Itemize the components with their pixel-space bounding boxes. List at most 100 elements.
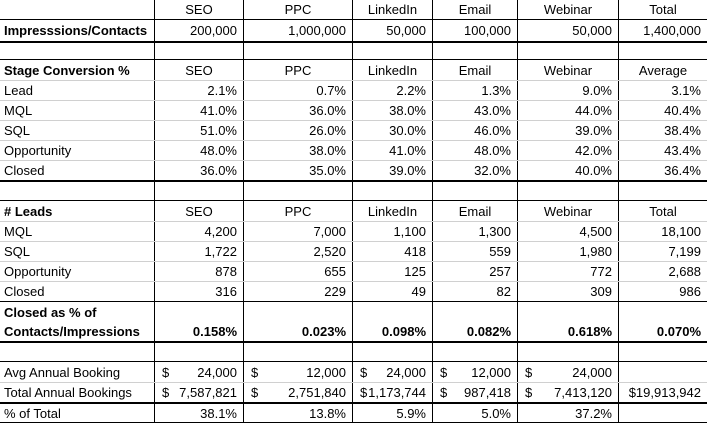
value-cell[interactable]: 48.0% [433, 141, 518, 160]
row-label[interactable]: SQL [0, 242, 155, 261]
corner-cell[interactable] [0, 0, 155, 19]
value-cell[interactable]: 46.0% [433, 121, 518, 140]
value-cell[interactable]: 38.1% [155, 404, 244, 422]
empty-cell[interactable] [433, 343, 518, 361]
col-header-webinar[interactable]: Webinar [518, 201, 619, 221]
col-header-linkedin[interactable]: LinkedIn [353, 0, 433, 19]
col-header-seo[interactable]: SEO [155, 201, 244, 221]
section-title[interactable]: Stage Conversion % [0, 60, 155, 80]
value-cell[interactable]: 41.0% [353, 141, 433, 160]
value-cell[interactable]: 200,000 [155, 20, 244, 41]
col-header-ppc[interactable]: PPC [244, 0, 353, 19]
value-cell[interactable]: $2,751,840 [244, 383, 353, 402]
empty-cell[interactable] [433, 182, 518, 200]
value-cell[interactable]: 309 [518, 282, 619, 301]
empty-cell[interactable] [518, 43, 619, 59]
value-cell[interactable]: 82 [433, 282, 518, 301]
empty-cell[interactable] [353, 343, 433, 361]
value-cell[interactable]: 229 [244, 282, 353, 301]
value-cell[interactable]: 43.0% [433, 101, 518, 120]
empty-cell[interactable] [244, 43, 353, 59]
empty-cell[interactable] [244, 182, 353, 200]
value-cell[interactable]: 36.0% [155, 161, 244, 180]
col-header-total[interactable]: Total [649, 2, 677, 17]
col-header-average[interactable]: Average [638, 62, 688, 78]
value-cell[interactable]: 0.023% [244, 302, 353, 341]
row-label[interactable]: Total Annual Bookings [0, 383, 155, 402]
section-title[interactable]: # Leads [0, 201, 155, 221]
empty-cell[interactable] [518, 182, 619, 200]
col-header-total[interactable]: Total [649, 203, 677, 219]
value-cell[interactable]: 0.070% [656, 324, 701, 339]
value-cell[interactable]: 125 [353, 262, 433, 281]
value-cell[interactable]: 655 [244, 262, 353, 281]
row-label[interactable]: % of Total [0, 404, 155, 422]
value-cell[interactable]: 1.3% [433, 81, 518, 100]
value-cell[interactable]: 257 [433, 262, 518, 281]
value-cell[interactable]: $1,173,744 [353, 383, 433, 402]
value-cell[interactable]: 13.8% [244, 404, 353, 422]
value-cell[interactable]: 18,100 [661, 224, 701, 239]
value-cell[interactable]: 1,000,000 [244, 20, 353, 41]
value-cell[interactable]: 7,199 [668, 244, 701, 259]
value-cell[interactable]: 40.0% [518, 161, 619, 180]
value-cell[interactable]: 9.0% [518, 81, 619, 100]
row-label[interactable]: MQL [0, 222, 155, 241]
col-header-linkedin[interactable]: LinkedIn [353, 201, 433, 221]
value-cell[interactable]: $7,587,821 [155, 383, 244, 402]
row-label[interactable]: Closed [0, 161, 155, 180]
value-cell[interactable]: 38.4% [664, 123, 701, 138]
value-cell[interactable]: 878 [155, 262, 244, 281]
value-cell[interactable]: 100,000 [433, 20, 518, 41]
value-cell[interactable]: $7,413,120 [518, 383, 619, 402]
col-header-email[interactable]: Email [433, 201, 518, 221]
value-cell[interactable]: 0.082% [433, 302, 518, 341]
value-cell[interactable]: $24,000 [353, 362, 433, 382]
row-label[interactable]: Avg Annual Booking [0, 362, 155, 382]
value-cell[interactable]: 559 [433, 242, 518, 261]
value-cell[interactable]: 36.0% [244, 101, 353, 120]
empty-cell[interactable] [0, 43, 155, 59]
value-cell[interactable]: 48.0% [155, 141, 244, 160]
value-cell[interactable]: 3.1% [671, 83, 701, 98]
value-cell[interactable]: 4,200 [155, 222, 244, 241]
col-header-webinar[interactable]: Webinar [518, 0, 619, 19]
empty-cell[interactable] [518, 343, 619, 361]
row-label[interactable]: MQL [0, 101, 155, 120]
col-header-ppc[interactable]: PPC [244, 201, 353, 221]
empty-cell[interactable] [619, 404, 707, 422]
col-header-linkedin[interactable]: LinkedIn [353, 60, 433, 80]
empty-cell[interactable] [155, 343, 244, 361]
value-cell[interactable]: 39.0% [518, 121, 619, 140]
row-label[interactable]: Impresssions/Contacts [0, 20, 155, 41]
empty-cell[interactable] [155, 43, 244, 59]
value-cell[interactable]: 986 [679, 284, 701, 299]
grand-total-cell[interactable]: $19,913,942 [628, 385, 701, 400]
value-cell[interactable]: $987,418 [433, 383, 518, 402]
empty-cell[interactable] [619, 343, 707, 361]
value-cell[interactable]: 44.0% [518, 101, 619, 120]
value-cell[interactable]: 1,100 [353, 222, 433, 241]
value-cell[interactable]: 2,688 [668, 264, 701, 279]
empty-cell[interactable] [433, 43, 518, 59]
value-cell[interactable]: 26.0% [244, 121, 353, 140]
value-cell[interactable]: 0.158% [155, 302, 244, 341]
value-cell[interactable]: 38.0% [244, 141, 353, 160]
empty-cell[interactable] [619, 362, 707, 382]
value-cell[interactable]: 316 [155, 282, 244, 301]
value-cell[interactable]: $24,000 [518, 362, 619, 382]
row-label[interactable]: Closed as % of Contacts/Impressions [0, 302, 155, 341]
value-cell[interactable]: 772 [518, 262, 619, 281]
value-cell[interactable]: 38.0% [353, 101, 433, 120]
value-cell[interactable]: 32.0% [433, 161, 518, 180]
value-cell[interactable]: 30.0% [353, 121, 433, 140]
col-header-ppc[interactable]: PPC [244, 60, 353, 80]
value-cell[interactable]: 0.7% [244, 81, 353, 100]
row-label[interactable]: Opportunity [0, 141, 155, 160]
value-cell[interactable]: 39.0% [353, 161, 433, 180]
value-cell[interactable]: 418 [353, 242, 433, 261]
row-label[interactable]: Closed [0, 282, 155, 301]
value-cell[interactable]: 35.0% [244, 161, 353, 180]
value-cell[interactable]: 2.1% [155, 81, 244, 100]
value-cell[interactable]: 36.4% [664, 163, 701, 178]
